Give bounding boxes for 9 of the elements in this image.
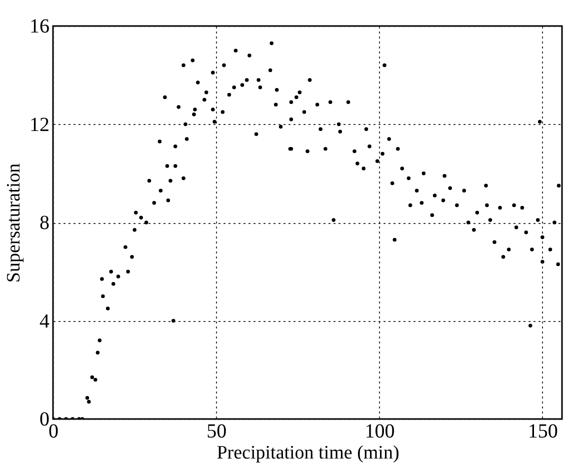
y-tick-label: 4	[40, 310, 50, 332]
x-tick-label: 100	[364, 420, 395, 442]
x-axis-title: Precipitation time (min)	[216, 442, 400, 464]
y-axis-title: Supersaturation	[4, 162, 24, 283]
y-tick-label: 16	[30, 16, 50, 38]
x-tick-label: 150	[528, 420, 558, 442]
x-tick-label: 50	[206, 420, 227, 442]
y-tick-label: 8	[40, 212, 50, 234]
y-tick-label: 12	[30, 114, 50, 136]
